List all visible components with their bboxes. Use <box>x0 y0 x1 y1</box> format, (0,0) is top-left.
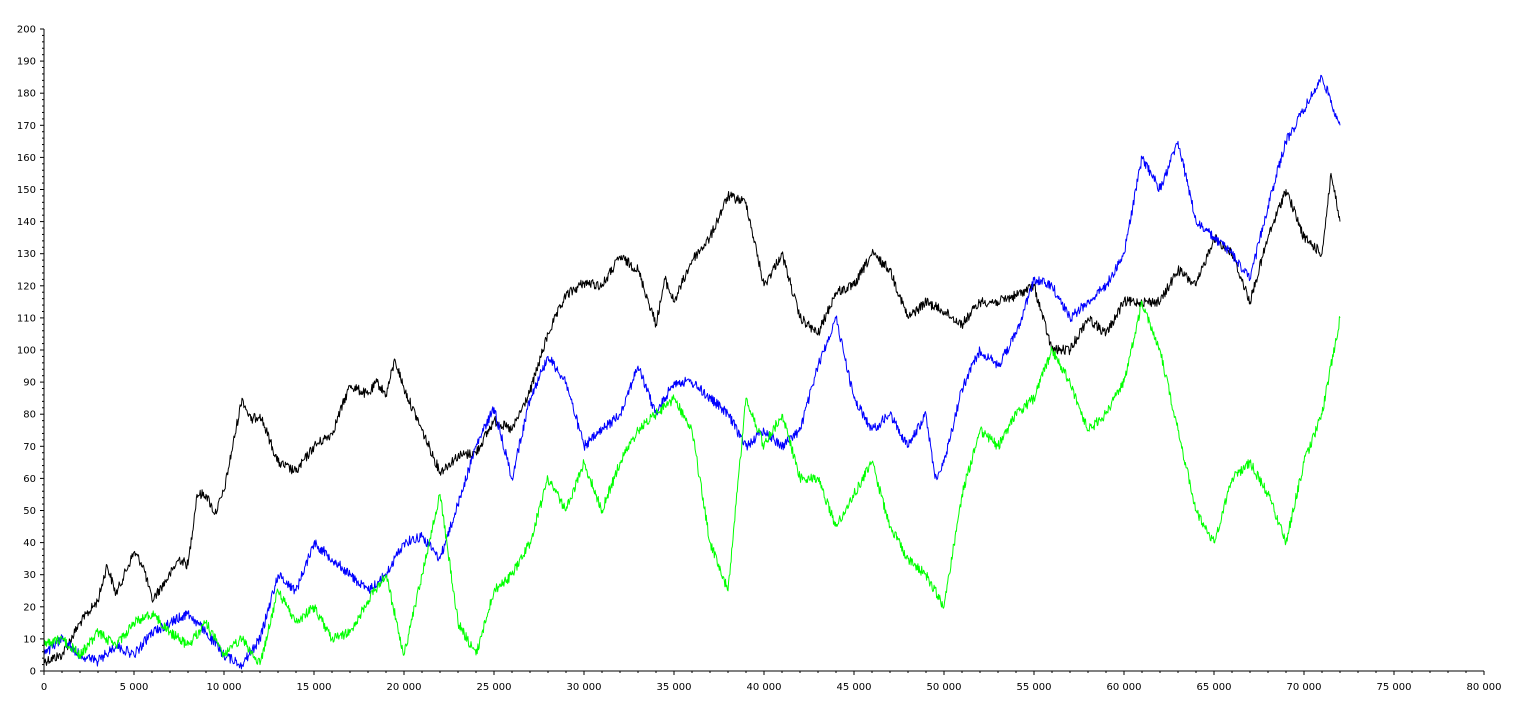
x-tick-label: 0 <box>41 682 47 693</box>
series-layer <box>43 74 1341 670</box>
x-tick-label: 50 000 <box>927 682 962 693</box>
y-tick-label: 150 <box>17 185 36 196</box>
y-tick-label: 80 <box>23 410 36 421</box>
y-tick-label: 200 <box>17 25 36 36</box>
x-tick-label: 10 000 <box>207 682 242 693</box>
y-tick-label: 70 <box>23 442 36 453</box>
y-tick-label: 90 <box>23 378 36 389</box>
x-tick-label: 30 000 <box>567 682 602 693</box>
y-tick-label: 120 <box>17 281 36 292</box>
y-tick-label: 60 <box>23 474 36 485</box>
y-tick-label: 40 <box>23 538 36 549</box>
x-tick-label: 25 000 <box>477 682 512 693</box>
x-tick-label: 35 000 <box>657 682 692 693</box>
y-tick-label: 130 <box>17 249 36 260</box>
x-tick-label: 20 000 <box>387 682 422 693</box>
x-tick-label: 75 000 <box>1377 682 1412 693</box>
y-tick-label: 100 <box>17 346 36 357</box>
y-tick-label: 50 <box>23 506 36 517</box>
y-tick-label: 140 <box>17 217 36 228</box>
x-axis: 0 5 000 10 000 15 000 20 000 25 000 30 000 35 0… <box>41 670 1502 693</box>
y-axis: 0 10 20 30 40 50 60 70 80 90 100 110 120 130 140 150 160… <box>17 25 45 678</box>
y-tick-label: 20 <box>23 602 36 613</box>
y-tick-label: 170 <box>17 121 36 132</box>
series-line-1 <box>43 172 1341 666</box>
y-tick-label: 10 <box>23 634 36 645</box>
y-tick-label: 180 <box>17 89 36 100</box>
x-tick-label: 40 000 <box>747 682 782 693</box>
y-tick-label: 160 <box>17 153 36 164</box>
y-tick-label: 110 <box>17 313 36 324</box>
x-tick-label: 65 000 <box>1197 682 1232 693</box>
x-tick-label: 15 000 <box>297 682 332 693</box>
series-line-3 <box>43 300 1341 666</box>
x-tick-label: 60 000 <box>1107 682 1142 693</box>
x-tick-label: 45 000 <box>837 682 872 693</box>
x-tick-label: 80 000 <box>1467 682 1502 693</box>
series-line-2 <box>43 74 1341 670</box>
x-tick-label: 5 000 <box>120 682 149 693</box>
x-tick-label: 55 000 <box>1017 682 1052 693</box>
y-tick-label: 0 <box>30 667 36 678</box>
y-tick-label: 30 <box>23 570 36 581</box>
y-tick-label: 190 <box>17 57 36 68</box>
x-tick-label: 70 000 <box>1287 682 1322 693</box>
